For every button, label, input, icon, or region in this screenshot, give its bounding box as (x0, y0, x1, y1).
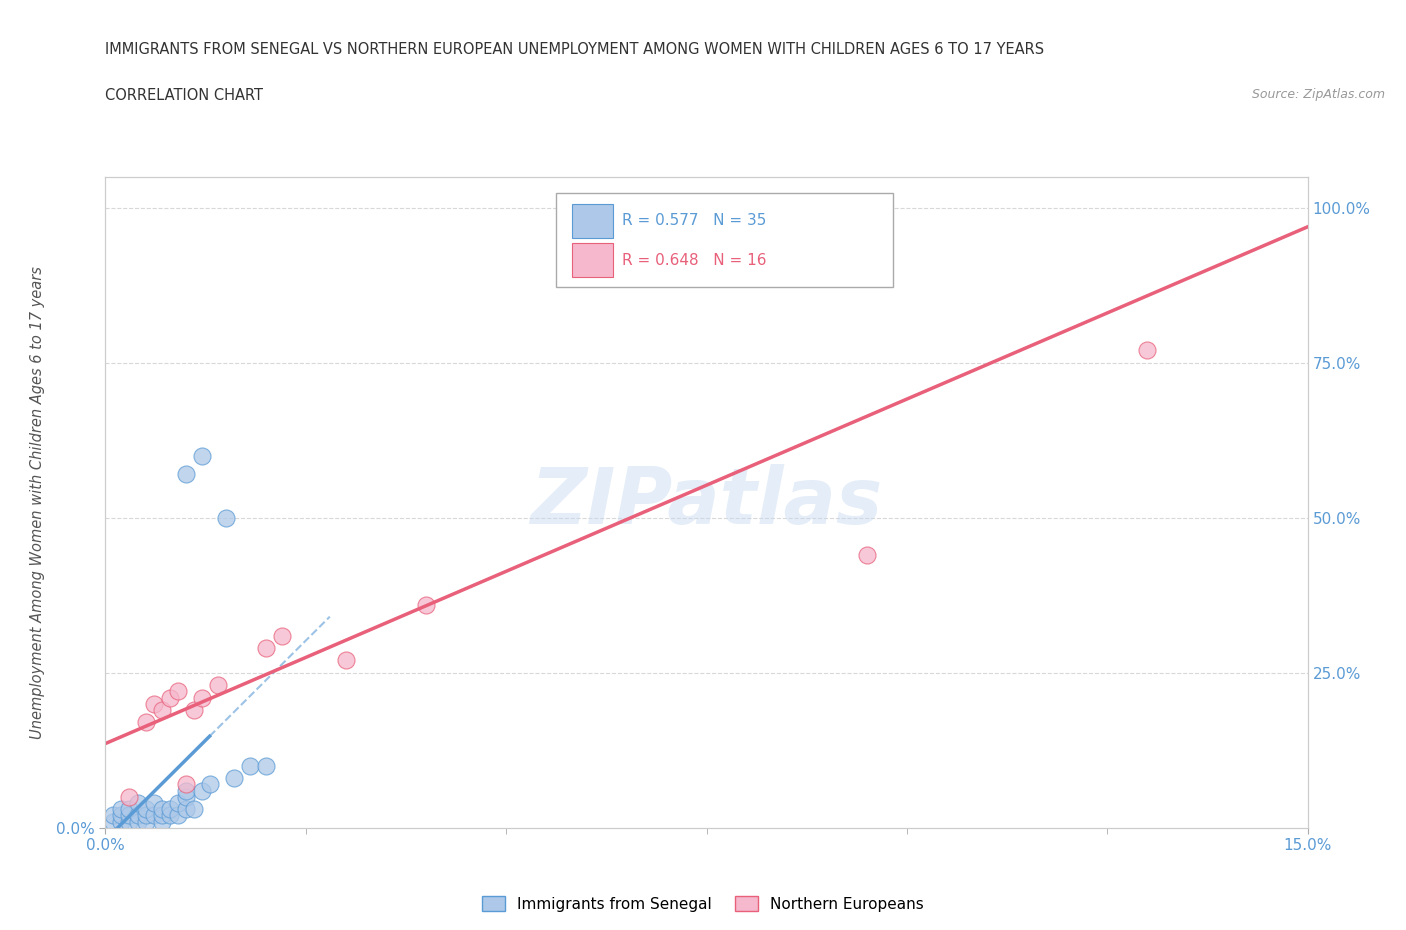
Y-axis label: Unemployment Among Women with Children Ages 6 to 17 years: Unemployment Among Women with Children A… (30, 266, 45, 738)
Point (855, 548, 877, 563)
Point (415, 597, 437, 612)
Point (150, 802, 173, 817)
Point (239, 758, 262, 773)
Point (142, 697, 165, 711)
Point (222, 771, 245, 786)
Point (190, 448, 212, 463)
Point (174, 802, 197, 817)
Point (103, 814, 125, 829)
Point (254, 758, 277, 773)
Point (135, 802, 157, 817)
Text: CORRELATION CHART: CORRELATION CHART (105, 88, 263, 103)
Point (166, 808, 188, 823)
Point (150, 808, 173, 823)
Legend: Immigrants from Senegal, Northern Europeans: Immigrants from Senegal, Northern Europe… (477, 889, 929, 918)
Point (174, 777, 197, 791)
FancyBboxPatch shape (572, 243, 613, 277)
Point (159, 808, 181, 823)
Point (135, 715, 157, 730)
Point (159, 802, 181, 817)
Point (135, 808, 157, 823)
Point (127, 814, 149, 829)
Point (118, 802, 141, 817)
Point (127, 808, 149, 823)
Point (174, 467, 197, 482)
Point (214, 511, 236, 525)
Point (174, 790, 197, 804)
Point (166, 795, 188, 810)
Point (135, 814, 157, 829)
Point (270, 628, 292, 643)
Point (118, 814, 141, 829)
Point (335, 653, 357, 668)
FancyBboxPatch shape (572, 204, 613, 238)
Text: IMMIGRANTS FROM SENEGAL VS NORTHERN EUROPEAN UNEMPLOYMENT AMONG WOMEN WITH CHILD: IMMIGRANTS FROM SENEGAL VS NORTHERN EURO… (105, 42, 1045, 57)
Point (198, 777, 221, 791)
Text: R = 0.648   N = 16: R = 0.648 N = 16 (623, 253, 766, 268)
Point (127, 795, 149, 810)
Point (110, 802, 132, 817)
Point (254, 641, 277, 656)
Point (103, 808, 125, 823)
Point (166, 684, 188, 698)
Point (190, 783, 212, 798)
Text: Source: ZipAtlas.com: Source: ZipAtlas.com (1251, 88, 1385, 101)
Point (110, 814, 132, 829)
Point (190, 690, 212, 705)
FancyBboxPatch shape (557, 193, 893, 287)
Point (142, 795, 165, 810)
Point (159, 690, 181, 705)
Point (118, 790, 141, 804)
Point (183, 702, 205, 717)
Point (142, 808, 165, 823)
Point (150, 702, 173, 717)
Point (1136, 343, 1159, 358)
Point (150, 814, 173, 829)
Point (207, 678, 229, 693)
Point (855, 200, 877, 215)
Point (174, 783, 197, 798)
Point (110, 808, 132, 823)
Point (183, 802, 205, 817)
Text: R = 0.577   N = 35: R = 0.577 N = 35 (623, 214, 766, 229)
Text: ZIPatlas: ZIPatlas (530, 464, 883, 540)
Point (118, 808, 141, 823)
